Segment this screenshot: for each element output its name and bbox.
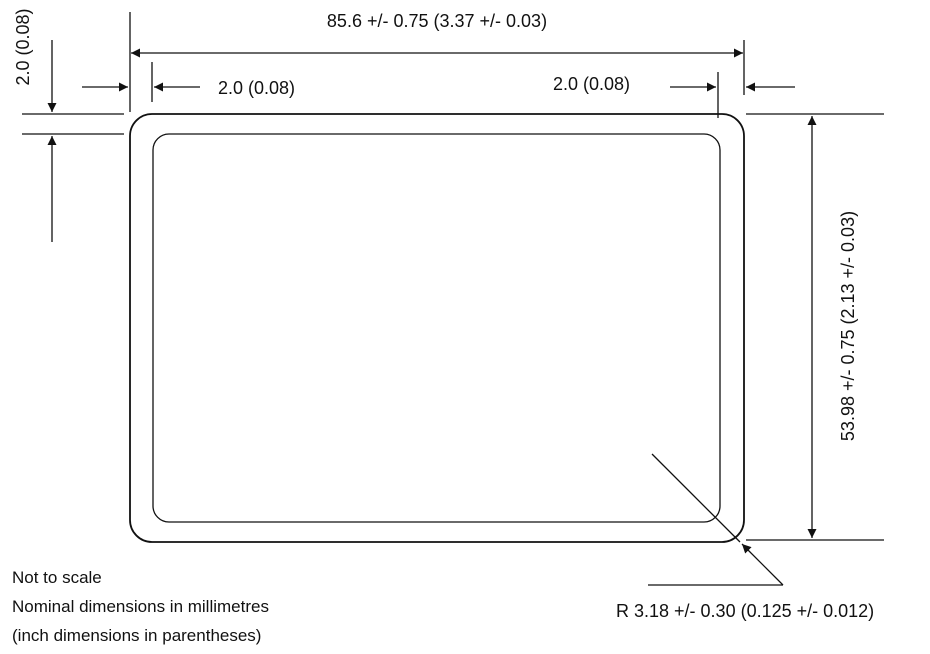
radius-leader-line xyxy=(651,453,741,543)
card-outer-outline xyxy=(129,113,745,543)
height-label: 53.98 +/- 0.75 (2.13 +/- 0.03) xyxy=(838,211,858,441)
note-inches: (inch dimensions in parentheses) xyxy=(12,626,261,645)
note-units: Nominal dimensions in millimetres xyxy=(12,597,269,616)
top-margin-label: 2.0 (0.08) xyxy=(13,8,33,85)
card-inner-outline xyxy=(152,133,721,523)
radius-label: R 3.18 +/- 0.30 (0.125 +/- 0.012) xyxy=(616,601,874,621)
width-label: 85.6 +/- 0.75 (3.37 +/- 0.03) xyxy=(327,11,547,31)
radius-leader-arrow xyxy=(741,543,784,586)
right-margin-label: 2.0 (0.08) xyxy=(553,74,630,94)
note-not-to-scale: Not to scale xyxy=(12,568,102,587)
left-margin-label: 2.0 (0.08) xyxy=(218,78,295,98)
